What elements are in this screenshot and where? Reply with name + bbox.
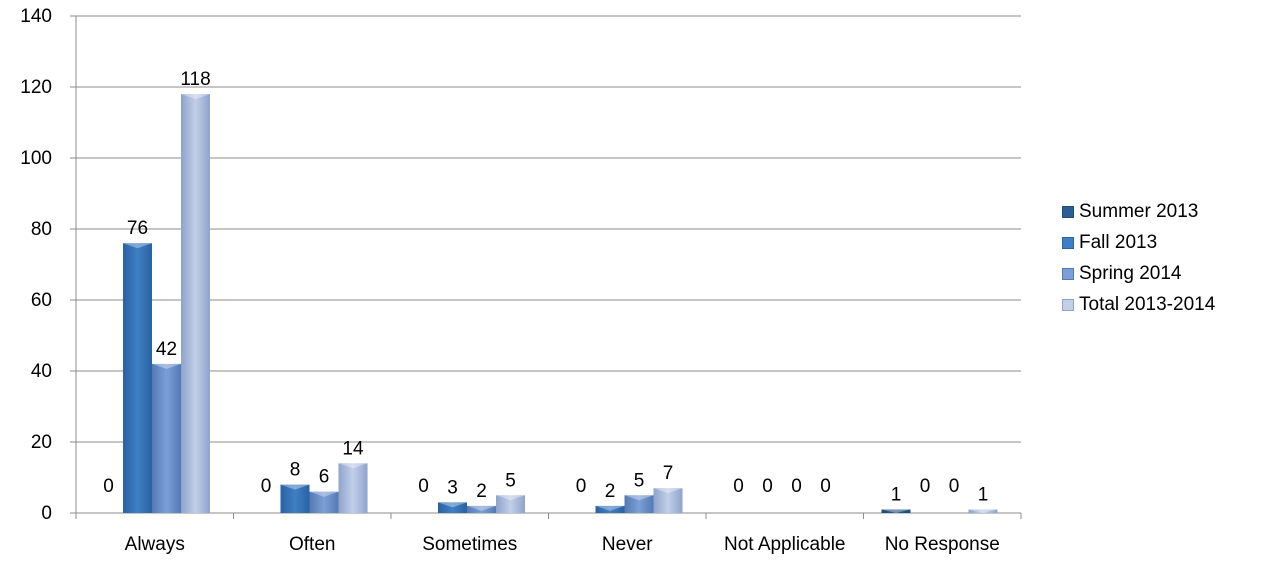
bar-bevel	[181, 94, 210, 100]
legend-swatch-icon	[1062, 267, 1074, 280]
legend-swatch-icon	[1062, 298, 1074, 311]
x-tick-label: Never	[602, 534, 653, 555]
bar-bevel	[595, 505, 625, 511]
bar-bevel	[968, 509, 998, 513]
bar	[881, 509, 911, 513]
y-tick-label: 80	[31, 219, 52, 240]
bar	[467, 505, 496, 513]
data-label: 0	[576, 476, 587, 497]
bar	[309, 491, 339, 513]
legend-label: Total 2013-2014	[1079, 293, 1216, 315]
data-label: 0	[949, 476, 960, 497]
bar	[624, 495, 654, 513]
legend-label: Spring 2014	[1079, 262, 1182, 284]
bar-bevel	[496, 495, 525, 501]
data-label: 3	[447, 477, 458, 498]
bar-bevel	[280, 484, 310, 490]
data-label: 0	[103, 476, 114, 497]
data-label: 0	[762, 476, 773, 497]
gridlines	[76, 15, 1021, 443]
y-tick-label: 120	[20, 77, 52, 98]
legend-item: Summer 2013	[1062, 196, 1215, 227]
y-tick-label: 40	[31, 361, 52, 382]
bar-bevel	[881, 509, 911, 513]
data-label: 0	[418, 476, 429, 497]
legend-swatch-icon	[1062, 205, 1074, 218]
legend-item: Spring 2014	[1062, 258, 1215, 289]
data-label: 5	[634, 470, 645, 491]
data-label: 2	[476, 481, 487, 502]
data-label: 76	[127, 218, 148, 239]
data-label: 8	[290, 460, 301, 481]
data-label: 0	[791, 476, 802, 497]
data-label: 118	[180, 69, 210, 90]
x-tick-label: Not Applicable	[724, 534, 845, 555]
bar	[496, 495, 525, 513]
data-label: 7	[663, 463, 674, 484]
x-tick-label: Always	[125, 534, 185, 555]
bar-bevel	[438, 502, 467, 508]
legend-item: Total 2013-2014	[1062, 289, 1215, 320]
bar	[152, 363, 181, 513]
bar	[595, 505, 625, 513]
bar-bevel	[152, 363, 181, 369]
bar	[338, 463, 368, 513]
legend-label: Fall 2013	[1079, 231, 1158, 253]
data-label: 0	[820, 476, 831, 497]
x-tick-label: Often	[289, 534, 335, 555]
data-label: 42	[156, 339, 177, 360]
x-tick-label: No Response	[885, 534, 1000, 555]
data-label: 5	[505, 470, 516, 491]
bar-bevel	[653, 488, 683, 494]
bar	[123, 243, 152, 513]
data-label: 0	[733, 476, 744, 497]
bar-bevel	[338, 463, 368, 469]
y-tick-label: 20	[31, 432, 52, 453]
data-label: 14	[342, 438, 364, 459]
y-tick-label: 140	[20, 6, 52, 27]
legend-item: Fall 2013	[1062, 227, 1215, 258]
data-label: 0	[261, 476, 272, 497]
y-tick-label: 60	[31, 290, 52, 311]
data-label: 6	[319, 467, 330, 488]
bar	[280, 484, 310, 513]
y-tick-label: 100	[20, 148, 52, 169]
bar-bevel	[624, 495, 654, 501]
data-label: 1	[978, 484, 989, 505]
bar-bevel	[123, 243, 152, 249]
data-label: 2	[605, 481, 616, 502]
legend-swatch-icon	[1062, 236, 1074, 249]
data-label: 1	[891, 484, 902, 505]
bar-bevel	[467, 505, 496, 511]
legend-label: Summer 2013	[1079, 200, 1199, 222]
x-tick-label: Sometimes	[422, 534, 517, 555]
y-tick-label: 0	[41, 503, 52, 524]
legend: Summer 2013 Fall 2013 Spring 2014 Total …	[1062, 196, 1215, 320]
bar	[438, 502, 467, 513]
bar	[653, 488, 683, 513]
bar	[968, 509, 998, 513]
bar	[181, 94, 210, 513]
bars	[123, 94, 998, 513]
bar-bevel	[309, 491, 339, 497]
data-label: 0	[920, 476, 931, 497]
